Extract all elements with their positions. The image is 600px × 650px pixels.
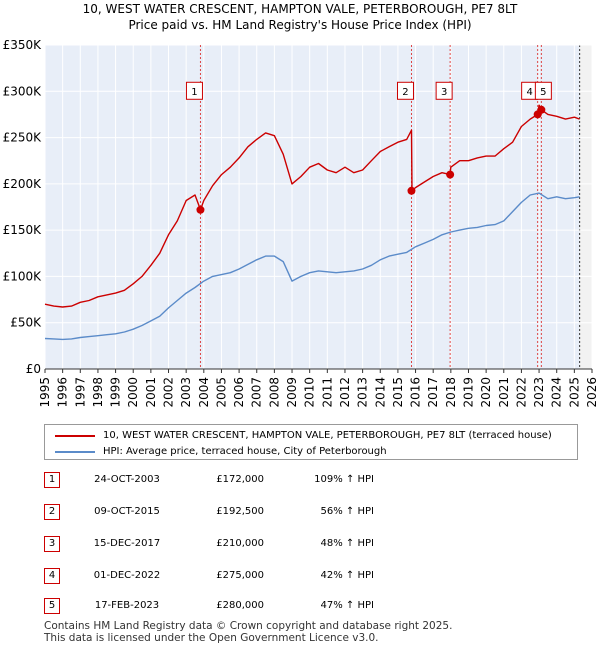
x-tick-label: 2017: [426, 377, 440, 408]
sale-marker-label: 4: [526, 87, 532, 98]
sale-point: [407, 186, 416, 195]
sale-price: £275,000: [216, 570, 264, 581]
x-tick-label: 2008: [267, 377, 281, 408]
sale-marker-label: 1: [191, 87, 197, 98]
sale-row: 4 01-DEC-2022 £275,000 42% ↑ HPI: [44, 568, 584, 586]
footer-licence: This data is licensed under the Open Gov…: [44, 632, 379, 644]
sale-row: 3 15-DEC-2017 £210,000 48% ↑ HPI: [44, 536, 584, 554]
sale-marker-box: [534, 81, 552, 100]
x-tick-label: 2007: [250, 377, 264, 408]
x-tick-label: 1997: [73, 377, 87, 408]
sale-marker-box: [435, 81, 453, 100]
sale-date: 01-DEC-2022: [93, 570, 161, 581]
legend: 10, WEST WATER CRESCENT, HAMPTON VALE, P…: [44, 424, 578, 460]
sale-date: 15-DEC-2017: [93, 538, 161, 549]
x-tick-label: 2006: [232, 377, 246, 408]
x-tick-label: 1995: [38, 377, 52, 408]
x-tick-label: 2024: [550, 377, 564, 408]
x-tick-label: 2002: [162, 377, 176, 408]
sale-number: 2: [44, 504, 60, 520]
sale-hpi: 47% ↑ HPI: [320, 600, 374, 611]
y-tick-label: £100K: [3, 269, 43, 283]
sale-marker-label: 2: [402, 87, 408, 98]
series-line: [44, 192, 580, 341]
sale-point: [446, 170, 455, 179]
sale-number: 5: [44, 598, 60, 614]
sale-number: 3: [44, 536, 60, 552]
x-tick-label: 2018: [444, 377, 458, 408]
sale-point: [196, 205, 205, 214]
sale-hpi: 42% ↑ HPI: [320, 570, 374, 581]
sale-marker-label: 5: [540, 87, 546, 98]
legend-line-price: [55, 435, 95, 437]
series-line: [44, 104, 580, 308]
y-tick-label: £250K: [3, 131, 43, 145]
x-tick-label: 2010: [303, 377, 317, 408]
sale-hpi: 48% ↑ HPI: [320, 538, 374, 549]
x-tick-label: 2012: [338, 377, 352, 408]
sale-date: 17-FEB-2023: [94, 600, 160, 611]
sale-row: 2 09-OCT-2015 £192,500 56% ↑ HPI: [44, 504, 584, 522]
x-tick-label: 2011: [320, 377, 334, 408]
x-tick-label: 1996: [56, 377, 70, 408]
x-tick-label: 2022: [514, 377, 528, 408]
sale-number: 4: [44, 568, 60, 584]
x-tick-label: 2013: [356, 377, 370, 408]
legend-label-hpi: HPI: Average price, terraced house, City…: [103, 446, 387, 457]
sale-row: 5 17-FEB-2023 £280,000 47% ↑ HPI: [44, 598, 584, 616]
y-tick-label: £0: [26, 362, 41, 376]
x-tick-label: 2005: [214, 377, 228, 408]
plot-area: [45, 45, 592, 369]
footer: Contains HM Land Registry data © Crown c…: [44, 620, 452, 644]
sale-point: [537, 105, 546, 114]
chart-title: 10, WEST WATER CRESCENT, HAMPTON VALE, P…: [82, 2, 518, 16]
sale-row: 1 24-OCT-2003 £172,000 109% ↑ HPI: [44, 472, 584, 490]
x-tick-label: 2025: [567, 377, 581, 408]
y-tick-label: £200K: [3, 177, 43, 191]
price-chart: £0 £50K £100K £150K £200K £250K £300K £350K 1995…: [3, 38, 599, 408]
x-tick-label: 2021: [497, 377, 511, 408]
sale-marker-box: [185, 81, 203, 100]
sale-date: 24-OCT-2003: [94, 474, 160, 485]
y-tick-label: £150K: [3, 223, 43, 237]
sale-hpi: 56% ↑ HPI: [320, 506, 374, 517]
y-tick-label: £50K: [10, 316, 42, 330]
footer-copyright: Contains HM Land Registry data © Crown c…: [44, 620, 453, 632]
x-tick-label: 2023: [532, 377, 546, 408]
x-tick-label: 2001: [144, 377, 158, 408]
x-tick-label: 2020: [479, 377, 493, 408]
x-tick-label: 2004: [197, 377, 211, 408]
sale-date: 09-OCT-2015: [94, 506, 160, 517]
sale-price: £192,500: [216, 506, 264, 517]
sale-marker-label: 3: [441, 87, 447, 98]
x-tick-label: 2015: [391, 377, 405, 408]
sale-price: £172,000: [216, 474, 264, 485]
x-tick-label: 1998: [91, 377, 105, 408]
x-tick-label: 2000: [126, 377, 140, 408]
y-tick-label: £300K: [3, 84, 43, 98]
sale-hpi: 109% ↑ HPI: [314, 474, 374, 485]
legend-line-hpi: [55, 451, 95, 453]
x-tick-label: 2003: [179, 377, 193, 408]
x-tick-label: 1999: [109, 377, 123, 408]
sale-price: £280,000: [216, 600, 264, 611]
sale-price: £210,000: [216, 538, 264, 549]
forecast-region: [579, 45, 592, 369]
sale-marker-box: [396, 81, 414, 100]
x-tick-label: 2019: [461, 377, 475, 408]
sale-number: 1: [44, 472, 60, 488]
chart-subtitle: Price paid vs. HM Land Registry's House …: [128, 18, 472, 32]
x-tick-label: 2009: [285, 377, 299, 408]
legend-label-price: 10, WEST WATER CRESCENT, HAMPTON VALE, P…: [103, 430, 552, 441]
y-tick-label: £350K: [3, 38, 43, 52]
x-tick-label: 2026: [585, 377, 599, 408]
x-tick-label: 2016: [409, 377, 423, 408]
x-tick-label: 2014: [373, 377, 387, 408]
